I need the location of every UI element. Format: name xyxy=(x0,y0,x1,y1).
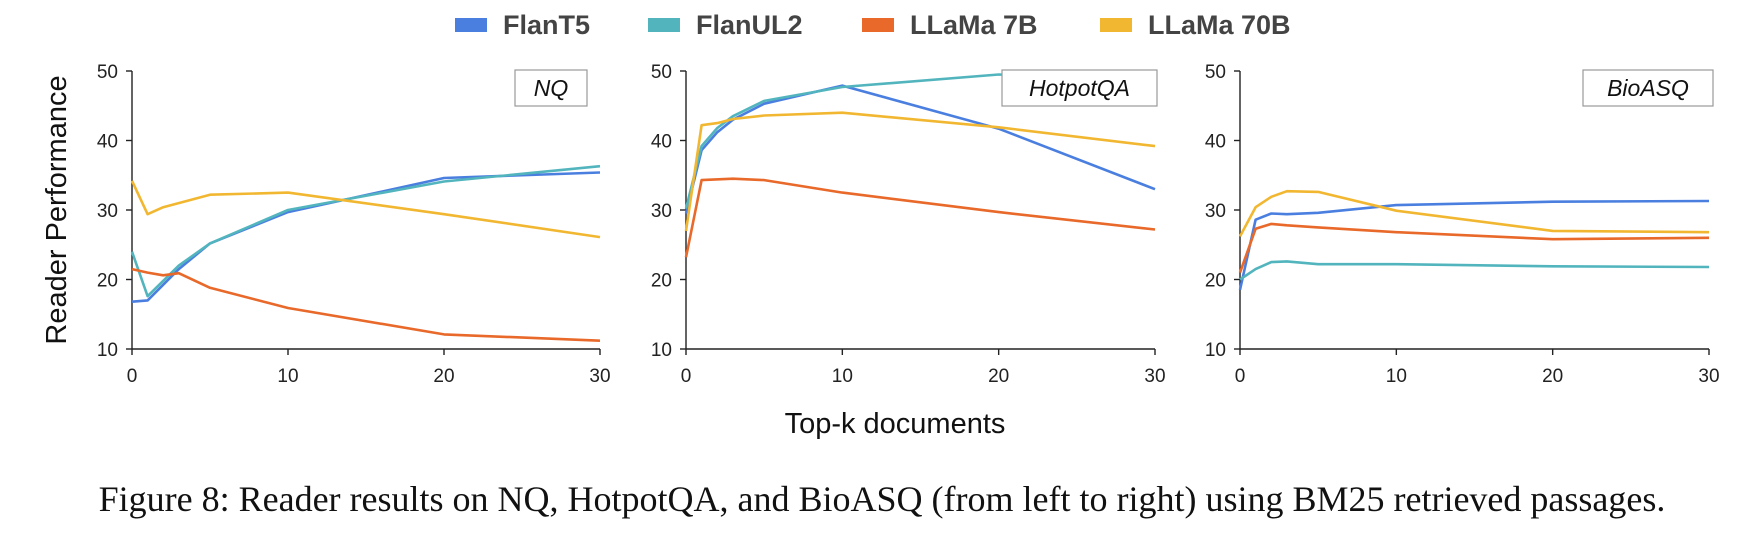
figure-caption: Figure 8: Reader results on NQ, HotpotQA… xyxy=(98,479,1666,519)
panel-bioasq: 10 20 30 40 50 0 10 20 30 BioASQ xyxy=(1205,62,1720,387)
chart-svg: FlanT5 FlanUL2 LLaMa 7B LLaMa 70B 10 20 30 40 50… xyxy=(41,10,1720,440)
x-tick-label-20: 20 xyxy=(1542,366,1563,387)
y-tick-label-30: 30 xyxy=(1205,201,1226,222)
legend-label-llama-70b: LLaMa 70B xyxy=(1148,10,1291,40)
series-line-llama-70b xyxy=(1238,189,1710,238)
x-axis-label: Top-k documents xyxy=(785,408,1006,440)
y-tick-label-30: 30 xyxy=(97,201,118,222)
series-line-flanul2 xyxy=(684,73,1156,209)
legend-label-flant5: FlanT5 xyxy=(503,10,590,40)
x-tick-label-30: 30 xyxy=(1144,366,1165,387)
panel-nq: 10 20 30 40 50 0 10 20 30 NQ xyxy=(97,62,611,387)
panel-label: BioASQ xyxy=(1607,75,1689,101)
y-tick-label-10: 10 xyxy=(97,340,118,361)
legend-item-llama-70b: LLaMa 70B xyxy=(1100,10,1291,40)
x-tick-label-0: 0 xyxy=(127,366,138,387)
y-axis-label: Reader Performance xyxy=(41,75,73,344)
y-tick-label-50: 50 xyxy=(97,62,118,83)
y-tick-label-40: 40 xyxy=(651,132,672,153)
legend-swatch-llama-7b xyxy=(862,18,894,32)
series-line-llama-7b xyxy=(684,177,1156,258)
series-line-llama-7b xyxy=(131,267,601,342)
y-tick-label-20: 20 xyxy=(97,271,118,292)
y-tick-label-40: 40 xyxy=(1205,132,1226,153)
legend-label-flanul2: FlanUL2 xyxy=(696,10,803,40)
x-tick-label-10: 10 xyxy=(277,366,298,387)
y-tick-label-10: 10 xyxy=(1205,340,1226,361)
series-line-flant5 xyxy=(1238,199,1710,291)
x-tick-label-0: 0 xyxy=(681,366,692,387)
x-tick-label-10: 10 xyxy=(832,366,853,387)
series-line-llama-7b xyxy=(1238,222,1710,274)
x-tick-label-30: 30 xyxy=(1698,366,1719,387)
panel-label: HotpotQA xyxy=(1029,75,1130,101)
x-tick-label-0: 0 xyxy=(1235,366,1246,387)
x-tick-label-10: 10 xyxy=(1386,366,1407,387)
x-tick-label-20: 20 xyxy=(988,366,1009,387)
panel-label-box xyxy=(1582,69,1714,107)
legend-swatch-flanul2 xyxy=(648,18,680,32)
y-tick-label-50: 50 xyxy=(1205,62,1226,83)
y-tick-label-20: 20 xyxy=(1205,271,1226,292)
panel-label-box xyxy=(1001,69,1158,107)
y-tick-label-40: 40 xyxy=(97,132,118,153)
legend-item-flanul2: FlanUL2 xyxy=(648,10,803,40)
y-tick-label-10: 10 xyxy=(651,340,672,361)
panel-label-box xyxy=(514,69,588,107)
series-line-flanul2 xyxy=(1239,260,1710,281)
x-tick-label-20: 20 xyxy=(433,366,454,387)
x-tick-label-30: 30 xyxy=(589,366,610,387)
series-line-flant5 xyxy=(684,84,1156,214)
series-line-llama-70b xyxy=(130,180,601,239)
series-line-flant5 xyxy=(131,171,601,303)
y-tick-label-30: 30 xyxy=(651,201,672,222)
legend-item-llama-7b: LLaMa 7B xyxy=(862,10,1038,40)
series-line-flanul2 xyxy=(130,164,601,298)
panel-label: NQ xyxy=(534,75,569,101)
y-tick-label-50: 50 xyxy=(651,62,672,83)
series-line-llama-70b xyxy=(684,111,1156,232)
legend-item-flant5: FlanT5 xyxy=(455,10,590,40)
panel-hotpotqa: 10 20 30 40 50 0 10 20 30 HotpotQA xyxy=(651,62,1166,387)
legend-label-llama-7b: LLaMa 7B xyxy=(910,10,1038,40)
legend-swatch-flant5 xyxy=(455,18,487,32)
y-tick-label-20: 20 xyxy=(651,271,672,292)
legend-swatch-llama-70b xyxy=(1100,18,1132,32)
